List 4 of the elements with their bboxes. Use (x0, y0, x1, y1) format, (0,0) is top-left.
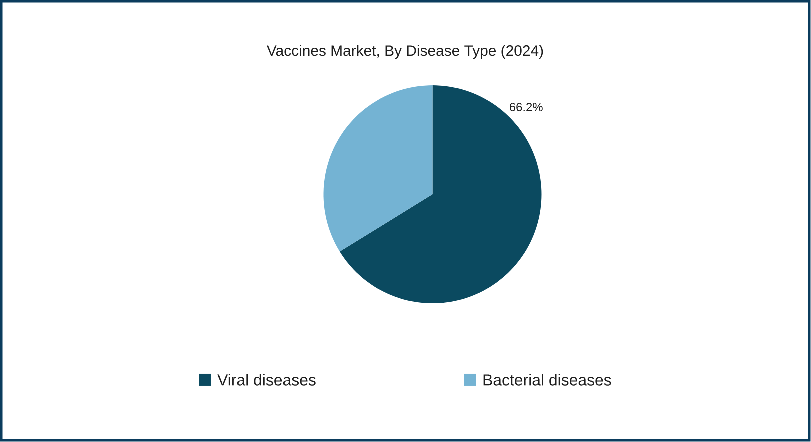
legend-label: Viral diseases (218, 374, 316, 386)
data-label: 66.2% (510, 103, 543, 112)
legend-label: Bacterial diseases (484, 374, 612, 386)
chart-title: Vaccines Market, By Disease Type (2024) (267, 45, 544, 60)
